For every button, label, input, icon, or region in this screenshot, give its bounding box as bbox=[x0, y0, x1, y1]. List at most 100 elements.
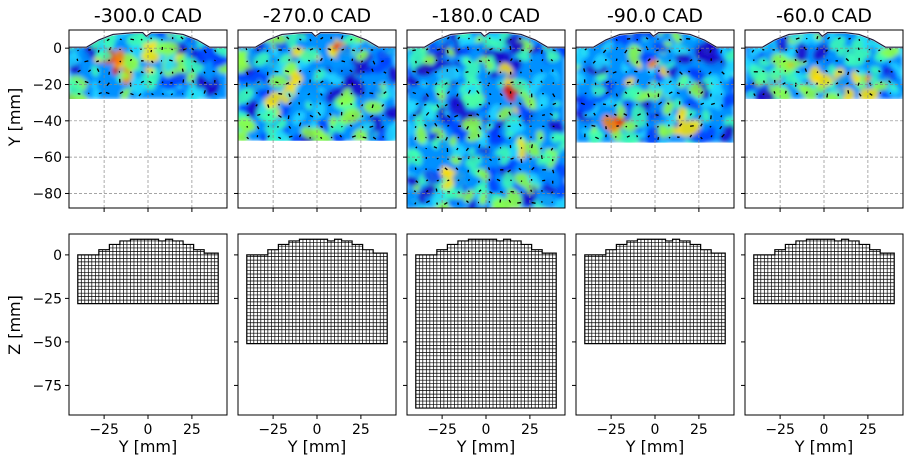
mesh-outline bbox=[753, 238, 895, 305]
vector-arrow bbox=[806, 82, 808, 84]
vector-arrow bbox=[529, 68, 533, 73]
vector-arrow bbox=[594, 82, 597, 86]
vector-arrow bbox=[317, 111, 322, 116]
vector-arrow bbox=[584, 114, 587, 116]
vector-arrow bbox=[753, 93, 756, 97]
vector-arrow bbox=[98, 80, 101, 84]
vector-arrow bbox=[719, 81, 722, 84]
vector-arrow bbox=[804, 68, 808, 73]
vector-arrow bbox=[636, 60, 639, 64]
velocity-field bbox=[745, 33, 903, 100]
vector-arrow bbox=[203, 90, 206, 94]
y-tick-label: −25 bbox=[32, 291, 62, 307]
vector-arrow bbox=[857, 82, 860, 86]
vector-arrow bbox=[161, 93, 165, 96]
vector-arrow bbox=[518, 167, 522, 171]
vector-arrow bbox=[212, 70, 215, 73]
vector-arrow bbox=[444, 103, 448, 107]
vector-arrow bbox=[592, 60, 596, 64]
vector-arrow bbox=[129, 71, 132, 74]
vector-arrow bbox=[518, 114, 522, 118]
vector-arrow bbox=[170, 93, 174, 96]
vector-arrow bbox=[446, 90, 450, 95]
vector-arrow bbox=[436, 48, 441, 51]
vector-arrow bbox=[446, 59, 450, 62]
vector-arrow bbox=[508, 199, 512, 203]
vector-arrow bbox=[593, 112, 596, 116]
vector-arrow bbox=[309, 114, 314, 118]
vector-arrow bbox=[457, 136, 460, 139]
velocity-panel-4 bbox=[572, 29, 735, 212]
velocity-panel-2 bbox=[234, 29, 397, 212]
vector-arrow bbox=[487, 59, 490, 62]
cylinder-head-outline bbox=[745, 32, 903, 48]
vector-arrow bbox=[307, 93, 311, 96]
vector-arrow bbox=[518, 123, 522, 127]
vector-arrow bbox=[658, 101, 663, 105]
vector-arrow bbox=[835, 82, 839, 85]
vector-arrow bbox=[255, 104, 258, 107]
vector-arrow bbox=[425, 111, 430, 116]
vector-arrow bbox=[657, 69, 660, 73]
vector-arrow bbox=[478, 38, 481, 41]
panel-title-2: -270.0 CAD bbox=[263, 5, 371, 27]
vector-arrow bbox=[266, 49, 269, 52]
x-tick-label: 25 bbox=[859, 422, 877, 438]
vector-arrow bbox=[679, 60, 681, 63]
vector-arrow bbox=[637, 49, 642, 52]
vector-arrow bbox=[668, 59, 671, 62]
vector-arrow bbox=[436, 92, 440, 96]
vector-arrow bbox=[426, 200, 430, 204]
vector-arrow bbox=[805, 37, 808, 40]
vector-arrow bbox=[320, 36, 324, 40]
vector-arrow bbox=[551, 201, 554, 204]
vector-arrow bbox=[889, 92, 892, 94]
vector-arrow bbox=[489, 191, 493, 194]
vector-arrow bbox=[371, 104, 374, 109]
vector-arrow bbox=[413, 190, 417, 193]
vector-arrow bbox=[837, 37, 841, 40]
vector-arrow bbox=[130, 49, 134, 53]
vector-arrow bbox=[655, 114, 659, 117]
vector-arrow bbox=[636, 79, 640, 83]
vector-arrow bbox=[668, 80, 672, 84]
xlabel-2: Y [mm] bbox=[287, 437, 347, 456]
y-tick-label: 0 bbox=[53, 248, 62, 264]
vector-arrow bbox=[612, 71, 617, 74]
vector-arrow bbox=[476, 90, 480, 94]
vector-arrow bbox=[275, 81, 279, 84]
vector-arrow bbox=[710, 82, 713, 85]
vector-arrow bbox=[542, 114, 546, 117]
vector-arrow bbox=[362, 136, 367, 139]
vector-arrow bbox=[369, 114, 374, 118]
vector-arrow bbox=[762, 93, 765, 96]
vector-arrow bbox=[105, 91, 110, 95]
vector-arrow bbox=[456, 147, 459, 151]
computational-mesh bbox=[246, 239, 388, 344]
vector-arrow bbox=[349, 103, 353, 106]
vector-arrow bbox=[257, 49, 259, 52]
vector-arrow bbox=[246, 71, 249, 76]
vector-arrow bbox=[605, 91, 609, 95]
x-tick-label: 25 bbox=[521, 422, 539, 438]
vector-arrow bbox=[257, 113, 261, 116]
vector-arrow bbox=[679, 71, 683, 75]
vector-arrow bbox=[106, 38, 110, 42]
vector-arrow bbox=[646, 103, 649, 105]
y-tick-label: 0 bbox=[53, 41, 62, 57]
vector-arrow bbox=[615, 93, 618, 97]
vector-arrow bbox=[541, 59, 544, 62]
vector-arrow bbox=[361, 104, 364, 107]
vector-arrow bbox=[454, 114, 459, 118]
vector-arrow bbox=[668, 49, 671, 53]
vector-arrow bbox=[150, 49, 153, 53]
vector-arrow bbox=[446, 36, 450, 40]
vector-arrow bbox=[878, 70, 881, 73]
vector-arrow bbox=[540, 147, 543, 150]
vector-arrow bbox=[782, 82, 786, 85]
vector-arrow bbox=[246, 136, 250, 140]
vector-arrow bbox=[878, 49, 881, 52]
vector-arrow bbox=[477, 134, 480, 138]
vector-arrow bbox=[668, 113, 671, 116]
vector-arrow bbox=[287, 115, 290, 120]
